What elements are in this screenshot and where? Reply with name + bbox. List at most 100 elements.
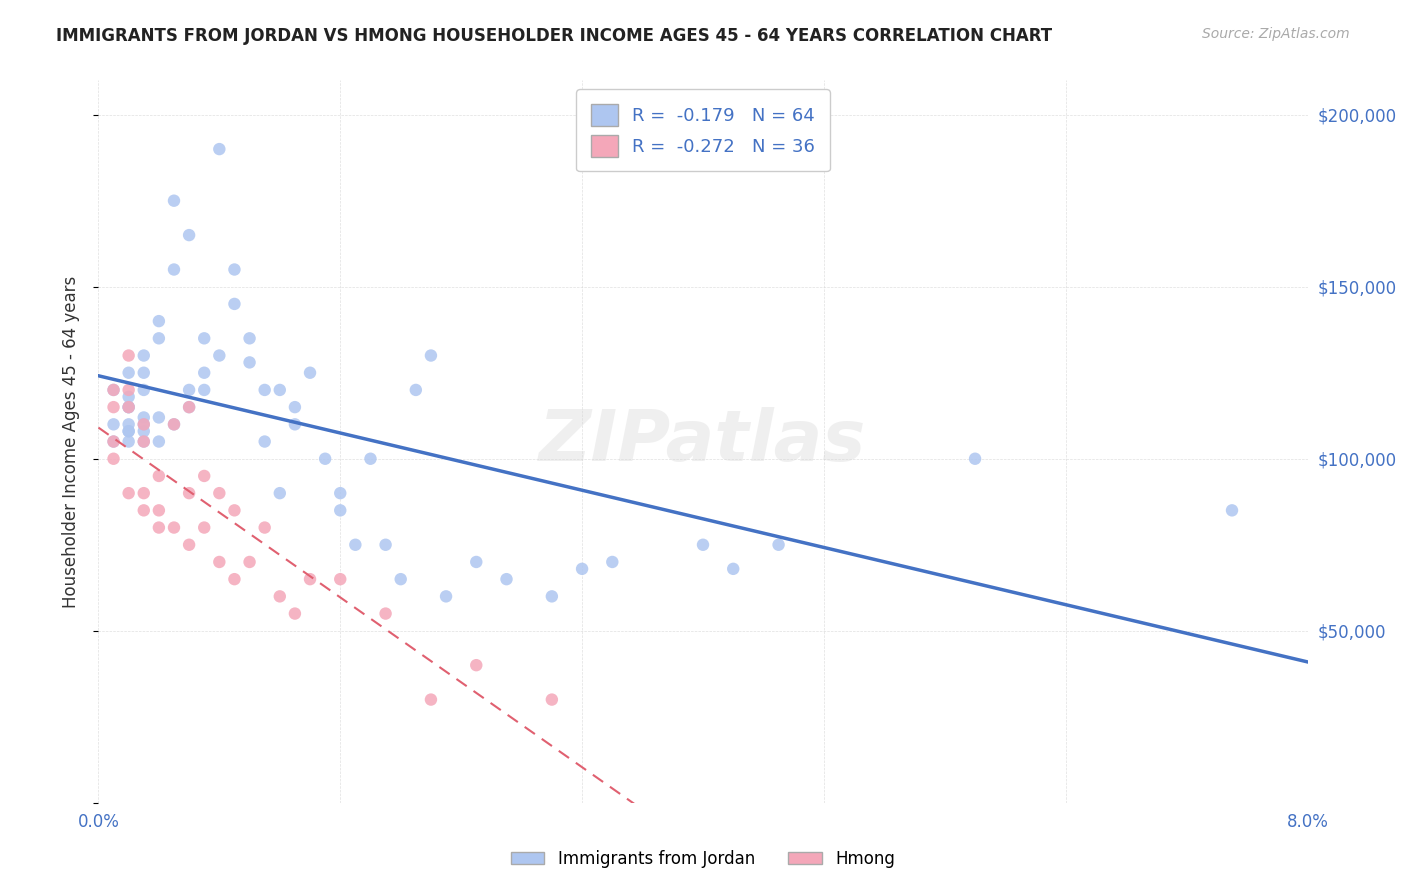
Point [179,228,201,243]
Point [148,314,170,328]
Point [179,383,201,397]
Point [103,451,125,466]
Point [374,538,396,552]
Point [208,142,231,156]
Point [253,383,276,397]
Point [420,692,443,706]
Point [269,590,291,604]
Point [132,434,155,449]
Point [193,520,215,534]
Point [420,349,443,363]
Point [132,434,155,449]
Point [224,297,246,311]
Point [103,434,125,449]
Point [965,451,987,466]
Point [103,383,125,397]
Text: ZIPatlas: ZIPatlas [540,407,866,476]
Point [224,503,246,517]
Point [284,400,307,414]
Point [224,572,246,586]
Point [540,590,562,604]
Point [193,469,215,483]
Point [132,417,155,432]
Point [1220,503,1243,517]
Point [374,607,396,621]
Point [118,424,141,438]
Point [193,383,215,397]
Point [118,424,141,438]
Point [132,503,155,517]
Point [163,520,186,534]
Point [314,451,336,466]
Point [465,658,488,673]
Point [193,366,215,380]
Point [132,417,155,432]
Point [299,366,322,380]
Point [118,366,141,380]
Point [329,572,352,586]
Point [148,520,170,534]
Point [132,486,155,500]
Point [284,607,307,621]
Point [269,486,291,500]
Point [434,590,457,604]
Point [253,520,276,534]
Point [208,555,231,569]
Point [132,410,155,425]
Point [239,355,262,369]
Point [118,400,141,414]
Point [239,555,262,569]
Point [208,349,231,363]
Point [103,434,125,449]
Point [495,572,517,586]
Point [148,434,170,449]
Text: Source: ZipAtlas.com: Source: ZipAtlas.com [1202,27,1350,41]
Point [179,400,201,414]
Point [239,331,262,345]
Legend: Immigrants from Jordan, Hmong: Immigrants from Jordan, Hmong [505,844,901,875]
Point [768,538,790,552]
Point [224,262,246,277]
Point [118,400,141,414]
Point [148,331,170,345]
Point [571,562,593,576]
Point [299,572,322,586]
Point [405,383,427,397]
Point [148,503,170,517]
Point [118,349,141,363]
Point [132,383,155,397]
Point [118,434,141,449]
Point [208,486,231,500]
Point [269,383,291,397]
Point [132,349,155,363]
Point [389,572,412,586]
Legend: R =  -0.179   N = 64, R =  -0.272   N = 36: R = -0.179 N = 64, R = -0.272 N = 36 [576,89,830,171]
Point [253,434,276,449]
Point [118,417,141,432]
Point [148,410,170,425]
Point [118,390,141,404]
Point [163,262,186,277]
Point [602,555,624,569]
Point [179,538,201,552]
Point [723,562,745,576]
Point [163,417,186,432]
Text: IMMIGRANTS FROM JORDAN VS HMONG HOUSEHOLDER INCOME AGES 45 - 64 YEARS CORRELATIO: IMMIGRANTS FROM JORDAN VS HMONG HOUSEHOL… [56,27,1052,45]
Point [193,331,215,345]
Y-axis label: Householder Income Ages 45 - 64 years: Householder Income Ages 45 - 64 years [62,276,80,607]
Point [179,486,201,500]
Point [132,424,155,438]
Point [103,400,125,414]
Point [163,194,186,208]
Point [540,692,562,706]
Point [692,538,714,552]
Point [103,383,125,397]
Point [163,417,186,432]
Point [132,366,155,380]
Point [329,486,352,500]
Point [360,451,382,466]
Point [344,538,367,552]
Point [465,555,488,569]
Point [103,417,125,432]
Point [148,469,170,483]
